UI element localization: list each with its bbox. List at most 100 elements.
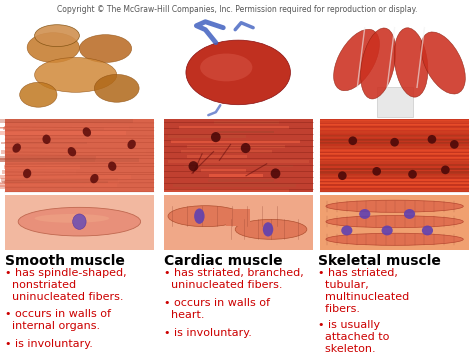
Ellipse shape (35, 214, 109, 223)
Text: • has striated, branched,
  uninucleated fibers.: • has striated, branched, uninucleated f… (164, 268, 303, 290)
Ellipse shape (341, 225, 353, 235)
Ellipse shape (18, 207, 141, 236)
Ellipse shape (211, 132, 220, 142)
Bar (5, 195, 154, 250)
Bar (320, 142, 469, 144)
Bar (3, 126, 104, 130)
Bar (217, 131, 274, 133)
Ellipse shape (68, 147, 76, 156)
Bar (181, 150, 272, 153)
Ellipse shape (408, 170, 417, 179)
Bar (320, 135, 469, 137)
Bar (5, 119, 154, 192)
Ellipse shape (19, 82, 57, 107)
Bar (201, 169, 246, 172)
Ellipse shape (326, 215, 463, 228)
Bar (0, 127, 85, 129)
Bar (0, 119, 133, 122)
Ellipse shape (23, 169, 31, 178)
Text: • is involuntary.: • is involuntary. (5, 339, 92, 349)
Ellipse shape (80, 35, 132, 62)
Bar (168, 160, 309, 163)
Bar (214, 121, 279, 124)
Bar (320, 149, 469, 152)
Text: Copyright © The McGraw-Hill Companies, Inc. Permission required for reproduction: Copyright © The McGraw-Hill Companies, I… (57, 5, 417, 14)
Bar (173, 184, 296, 187)
Ellipse shape (43, 135, 51, 144)
Bar (164, 189, 289, 192)
Bar (320, 131, 469, 133)
Ellipse shape (422, 225, 433, 235)
Bar (0, 186, 93, 189)
Ellipse shape (27, 33, 79, 62)
Bar (320, 175, 469, 177)
Bar (0, 158, 139, 162)
Text: • is usually
  attached to
  skeleton.: • is usually attached to skeleton. (318, 320, 389, 354)
Bar (320, 171, 469, 174)
Ellipse shape (200, 54, 252, 81)
Text: Smooth muscle: Smooth muscle (5, 254, 125, 268)
Bar (0, 178, 118, 182)
Bar (0, 155, 96, 160)
Ellipse shape (334, 29, 380, 91)
Bar (0, 158, 94, 162)
Bar (320, 128, 469, 130)
Bar (0, 175, 130, 179)
Bar (0, 182, 104, 184)
Bar (320, 120, 469, 122)
Bar (320, 190, 469, 192)
Ellipse shape (348, 136, 357, 145)
Bar (184, 164, 293, 168)
Ellipse shape (338, 171, 346, 180)
Bar (168, 135, 246, 138)
Bar (4, 181, 119, 184)
Ellipse shape (186, 40, 291, 105)
Bar (1, 150, 146, 154)
Text: • is involuntary.: • is involuntary. (164, 328, 251, 338)
Ellipse shape (441, 165, 450, 174)
Bar (320, 18, 469, 117)
Bar (208, 179, 273, 182)
Ellipse shape (326, 200, 463, 212)
Bar (171, 140, 300, 143)
Ellipse shape (128, 140, 136, 149)
Ellipse shape (90, 174, 99, 183)
Ellipse shape (326, 233, 463, 245)
Bar (320, 186, 469, 188)
Ellipse shape (373, 167, 381, 176)
Ellipse shape (108, 162, 117, 171)
Ellipse shape (359, 209, 370, 219)
Bar (320, 138, 469, 141)
Bar (0, 127, 133, 129)
Bar (3, 165, 80, 169)
Ellipse shape (82, 127, 91, 137)
Bar (1, 142, 87, 144)
Bar (5, 18, 154, 117)
Text: • occurs in walls of
  internal organs.: • occurs in walls of internal organs. (5, 309, 111, 331)
Bar (187, 155, 246, 158)
Ellipse shape (361, 28, 396, 99)
Text: Cardiac muscle: Cardiac muscle (164, 254, 282, 268)
Ellipse shape (382, 225, 393, 235)
Ellipse shape (194, 208, 205, 224)
Bar (320, 119, 469, 192)
Bar (320, 179, 469, 181)
Bar (2, 181, 108, 183)
Text: • occurs in walls of
  heart.: • occurs in walls of heart. (164, 298, 270, 320)
Polygon shape (226, 209, 250, 225)
Bar (0, 131, 126, 136)
Ellipse shape (235, 219, 307, 239)
Ellipse shape (189, 161, 198, 171)
Bar (320, 160, 469, 163)
Ellipse shape (428, 135, 436, 144)
Bar (320, 168, 469, 170)
Ellipse shape (35, 25, 79, 47)
Bar (377, 87, 412, 117)
Ellipse shape (241, 143, 250, 153)
Text: Skeletal muscle: Skeletal muscle (318, 254, 440, 268)
Bar (179, 126, 289, 129)
Ellipse shape (263, 222, 273, 236)
Ellipse shape (271, 168, 280, 179)
Ellipse shape (35, 58, 117, 92)
Bar (320, 164, 469, 166)
